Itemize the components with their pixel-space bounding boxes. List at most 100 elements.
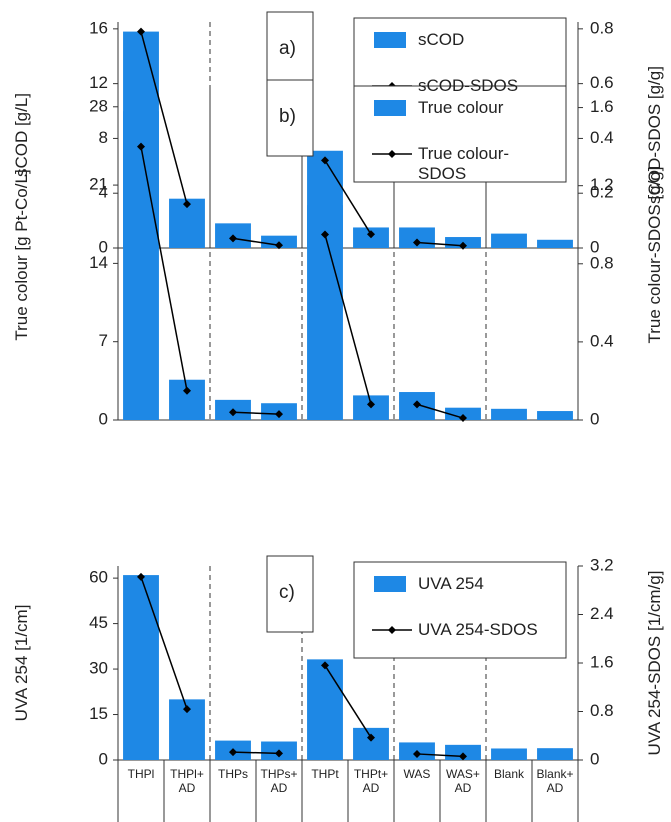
line xyxy=(416,403,464,419)
line-marker xyxy=(459,752,467,761)
bar xyxy=(123,111,159,420)
line-marker xyxy=(413,238,421,247)
y2-tick-label: 1.2 xyxy=(590,175,614,194)
line xyxy=(140,146,188,391)
x-tick-label: THPl+ AD xyxy=(170,767,204,795)
line-marker xyxy=(459,414,467,423)
line-marker xyxy=(137,27,145,36)
bar xyxy=(537,239,573,248)
y-tick-label: 12 xyxy=(89,73,108,92)
y-tick-label: 28 xyxy=(89,96,108,115)
legend-label: True colour-SDOS xyxy=(418,144,510,183)
y2-tick-label: 0.6 xyxy=(590,73,614,92)
line xyxy=(232,411,280,415)
annotation: c) xyxy=(279,582,295,603)
legend-label: UVA 254-SDOS xyxy=(418,620,538,639)
annotation: b) xyxy=(279,106,296,127)
annotation-box xyxy=(266,555,314,633)
line-marker xyxy=(413,749,421,758)
y-tick-label: 16 xyxy=(89,18,108,37)
legend-swatch xyxy=(374,100,406,116)
y-tick-label: 0 xyxy=(99,237,108,256)
bar xyxy=(307,659,343,760)
bar xyxy=(123,575,159,760)
annotation-box xyxy=(266,11,314,89)
x-tick-label: Blank+ AD xyxy=(536,767,574,795)
legend-label: sCOD-SDOS xyxy=(418,76,519,95)
line xyxy=(140,576,188,710)
x-tick-label: THPl xyxy=(127,767,155,781)
legend-label: sCOD xyxy=(418,30,465,49)
y2-tick-label: 0.2 xyxy=(590,183,614,202)
y2-tick-label: 0 xyxy=(590,409,599,428)
y-tick-label: 0 xyxy=(99,409,108,428)
bar xyxy=(307,205,343,420)
line-marker xyxy=(413,400,421,409)
y2-tick-label: 1.6 xyxy=(590,97,614,116)
y-tick-label: 21 xyxy=(89,175,108,194)
y-tick-label: 0 xyxy=(99,749,108,768)
y2-tick-label: 0.8 xyxy=(590,18,614,37)
x-tick-label: THPt xyxy=(311,767,339,781)
x-tick-label: THPs+ AD xyxy=(260,767,298,795)
line xyxy=(416,753,464,758)
y2-tick-label: 0.8 xyxy=(590,701,614,720)
y2-tick-label: 0 xyxy=(590,237,599,256)
line-marker xyxy=(229,234,237,243)
line-marker xyxy=(137,142,145,151)
y2-tick-label: 0.4 xyxy=(590,128,614,147)
line xyxy=(324,159,372,235)
x-tick-label: THPs xyxy=(218,767,248,781)
bar xyxy=(537,748,573,760)
line-marker xyxy=(367,400,375,409)
y-tick-label: 15 xyxy=(89,704,108,723)
x-tick-label: WAS+ AD xyxy=(446,767,480,795)
line-marker xyxy=(321,661,329,670)
bar xyxy=(491,233,527,248)
line-marker xyxy=(183,705,191,714)
line-marker xyxy=(275,241,283,250)
bar xyxy=(537,411,573,420)
y-axis-title: True colour [g Pt-Co/L] xyxy=(12,169,32,341)
x-tick-label: WAS xyxy=(403,767,431,781)
line-marker xyxy=(183,386,191,395)
line-marker xyxy=(137,572,145,581)
y-tick-label: 4 xyxy=(99,183,108,202)
line-marker xyxy=(275,749,283,758)
legend-marker xyxy=(388,626,396,634)
line-marker xyxy=(275,410,283,419)
y-tick-label: 7 xyxy=(99,331,108,350)
bar xyxy=(353,727,389,760)
line xyxy=(416,241,464,247)
line-marker xyxy=(321,156,329,165)
annotation: a) xyxy=(279,38,296,59)
line-marker xyxy=(229,408,237,417)
bar xyxy=(491,408,527,420)
y-tick-label: 45 xyxy=(89,613,108,632)
y-axis-title: sCOD [g/L] xyxy=(12,92,32,178)
y2-tick-label: 0.4 xyxy=(590,331,614,350)
line xyxy=(232,751,280,755)
bar xyxy=(491,748,527,760)
y2-axis-title: True colour-SDOS [g/g] xyxy=(645,166,665,344)
legend-label: UVA 254 xyxy=(418,574,484,593)
line xyxy=(324,665,372,738)
y2-tick-label: 1.6 xyxy=(590,652,614,671)
line xyxy=(232,237,280,247)
line xyxy=(324,234,372,405)
y-tick-label: 30 xyxy=(89,659,108,678)
line-marker xyxy=(321,230,329,239)
line-marker xyxy=(367,230,375,239)
legend-label: True colour xyxy=(418,98,504,117)
line-marker xyxy=(459,241,467,250)
y-tick-label: 8 xyxy=(99,128,108,147)
y2-tick-label: 0 xyxy=(590,749,599,768)
x-tick-label: Blank xyxy=(493,767,525,781)
y-tick-label: 14 xyxy=(89,253,108,272)
line-marker xyxy=(229,748,237,757)
bar xyxy=(169,379,205,420)
legend-swatch xyxy=(374,32,406,48)
line-marker xyxy=(183,200,191,209)
